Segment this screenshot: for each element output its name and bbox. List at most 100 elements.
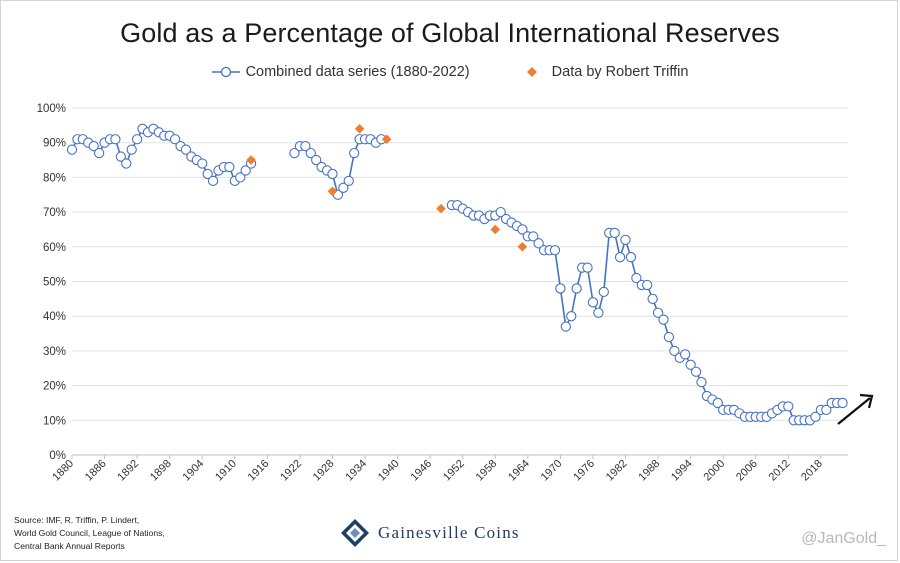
upward-arrow-icon [837,393,874,425]
x-tick-label: 1958 [474,458,500,484]
combined-data-point [821,404,832,416]
legend-item-triffin[interactable]: Data by Robert Triffin [518,64,689,80]
series-lines [71,128,843,422]
combined-data-point [207,175,219,187]
legend-line-circle-icon [211,66,240,78]
combined-data-point [609,227,620,239]
triffin-data-point [246,155,256,165]
triffin-data-point [517,242,528,252]
x-tick-label: 1922 [278,458,304,484]
combined-data-point [587,297,599,308]
y-tick-label: 0% [49,450,66,462]
combined-data-point [224,161,235,173]
combined-data-point [338,182,349,193]
combined-data-point [495,206,506,218]
x-tick-label: 1934 [343,458,369,484]
x-tick-label: 1892 [115,458,141,484]
y-tick-label: 10% [43,415,66,427]
combined-data-point [517,224,528,235]
combined-data-point [240,165,251,176]
x-tick-label: 1982 [604,458,630,484]
y-tick-label: 80% [43,172,66,184]
triffin-data-point [354,124,365,134]
combined-data-point [593,307,604,318]
combined-data-point [289,147,300,159]
brand[interactable]: Gainesville Coins [340,518,520,548]
legend-label-triffin: Data by Robert Triffin [551,64,689,80]
x-tick-label: 1994 [669,458,695,484]
combined-data-point [66,144,78,155]
combined-data-point [115,151,126,162]
combined-data-point [202,168,213,180]
x-tick-label: 1928 [311,458,337,484]
combined-data-point [620,234,631,246]
source-line: Source: IMF, R. Triffin, P. Lindert, [14,515,140,525]
combined-data-point [300,141,311,152]
combined-data-point [349,147,360,159]
x-tick-label: 1988 [636,458,662,484]
y-tick-label: 40% [43,311,66,323]
source-line: World Gold Council, League of Nations, [14,528,165,538]
combined-data-point [126,144,137,155]
combined-data-point [652,307,664,318]
legend-item-combined[interactable]: Combined data series (1880-2022) [211,64,470,80]
combined-data-point [311,154,322,166]
combined-data-point [93,147,105,159]
combined-data-point [837,397,848,409]
combined-data-point [528,231,539,242]
combined-data-point [598,286,609,298]
x-tick-label: 2000 [702,458,728,484]
combined-data-point [327,168,338,180]
y-tick-label: 30% [43,346,66,358]
combined-data-point [690,366,702,377]
combined-data-point [680,349,691,360]
combined-data-point [582,262,593,273]
combined-data-point [614,252,626,263]
x-axis-tick-labels: 1880 1886 1892 1898 1904 1910 1916 1922 1928 1934… [50,458,825,484]
triffin-data-point [381,134,392,145]
x-tick-label: 1910 [213,458,239,484]
combined-data-point [343,175,354,187]
triffin-data-point [327,186,338,197]
combined-data-point [169,134,181,145]
source-line: Central Bank Annual Reports [14,541,125,551]
source-note: Source: IMF, R. Triffin, P. Lindert, Wor… [14,514,165,553]
combined-data-point [305,147,316,159]
combined-series-line [451,204,843,422]
combined-data-point [669,345,680,357]
chart-legend: Combined data series (1880-2022) Data by… [0,64,900,82]
legend-diamond-icon [526,67,537,77]
combined-data-point [533,238,544,249]
x-tick-label: 1898 [148,458,174,484]
x-tick-label: 1976 [571,458,597,484]
combined-data-point [549,245,561,256]
gainesville-coins-logo-icon [341,519,369,547]
combined-data-point [663,331,675,343]
y-tick-label: 100% [37,103,66,115]
x-tick-label: 1964 [506,458,532,484]
brand-name: Gainesville Coins [378,523,520,542]
combined-data-point [555,283,566,294]
x-tick-label: 1904 [181,458,207,484]
y-tick-label: 50% [43,277,66,289]
y-tick-label: 60% [43,242,66,254]
combined-data-point [647,293,658,304]
x-tick-label: 1940 [376,458,402,484]
combined-data-point [131,134,143,145]
author-handle: @JanGold_ [801,530,886,547]
x-tick-label: 2006 [734,458,760,484]
combined-data-point [712,397,723,409]
y-tick-label: 70% [43,207,66,219]
combined-data-point [810,411,821,422]
y-tick-label: 20% [43,381,66,393]
combined-data-point [235,172,246,183]
combined-data-point [783,401,794,412]
combined-data-point [180,144,192,155]
x-tick-label: 1916 [246,458,272,484]
legend-label-combined: Combined data series (1880-2022) [245,64,470,80]
combined-data-point [631,272,642,284]
combined-data-point [560,321,571,332]
series-points [66,123,848,426]
